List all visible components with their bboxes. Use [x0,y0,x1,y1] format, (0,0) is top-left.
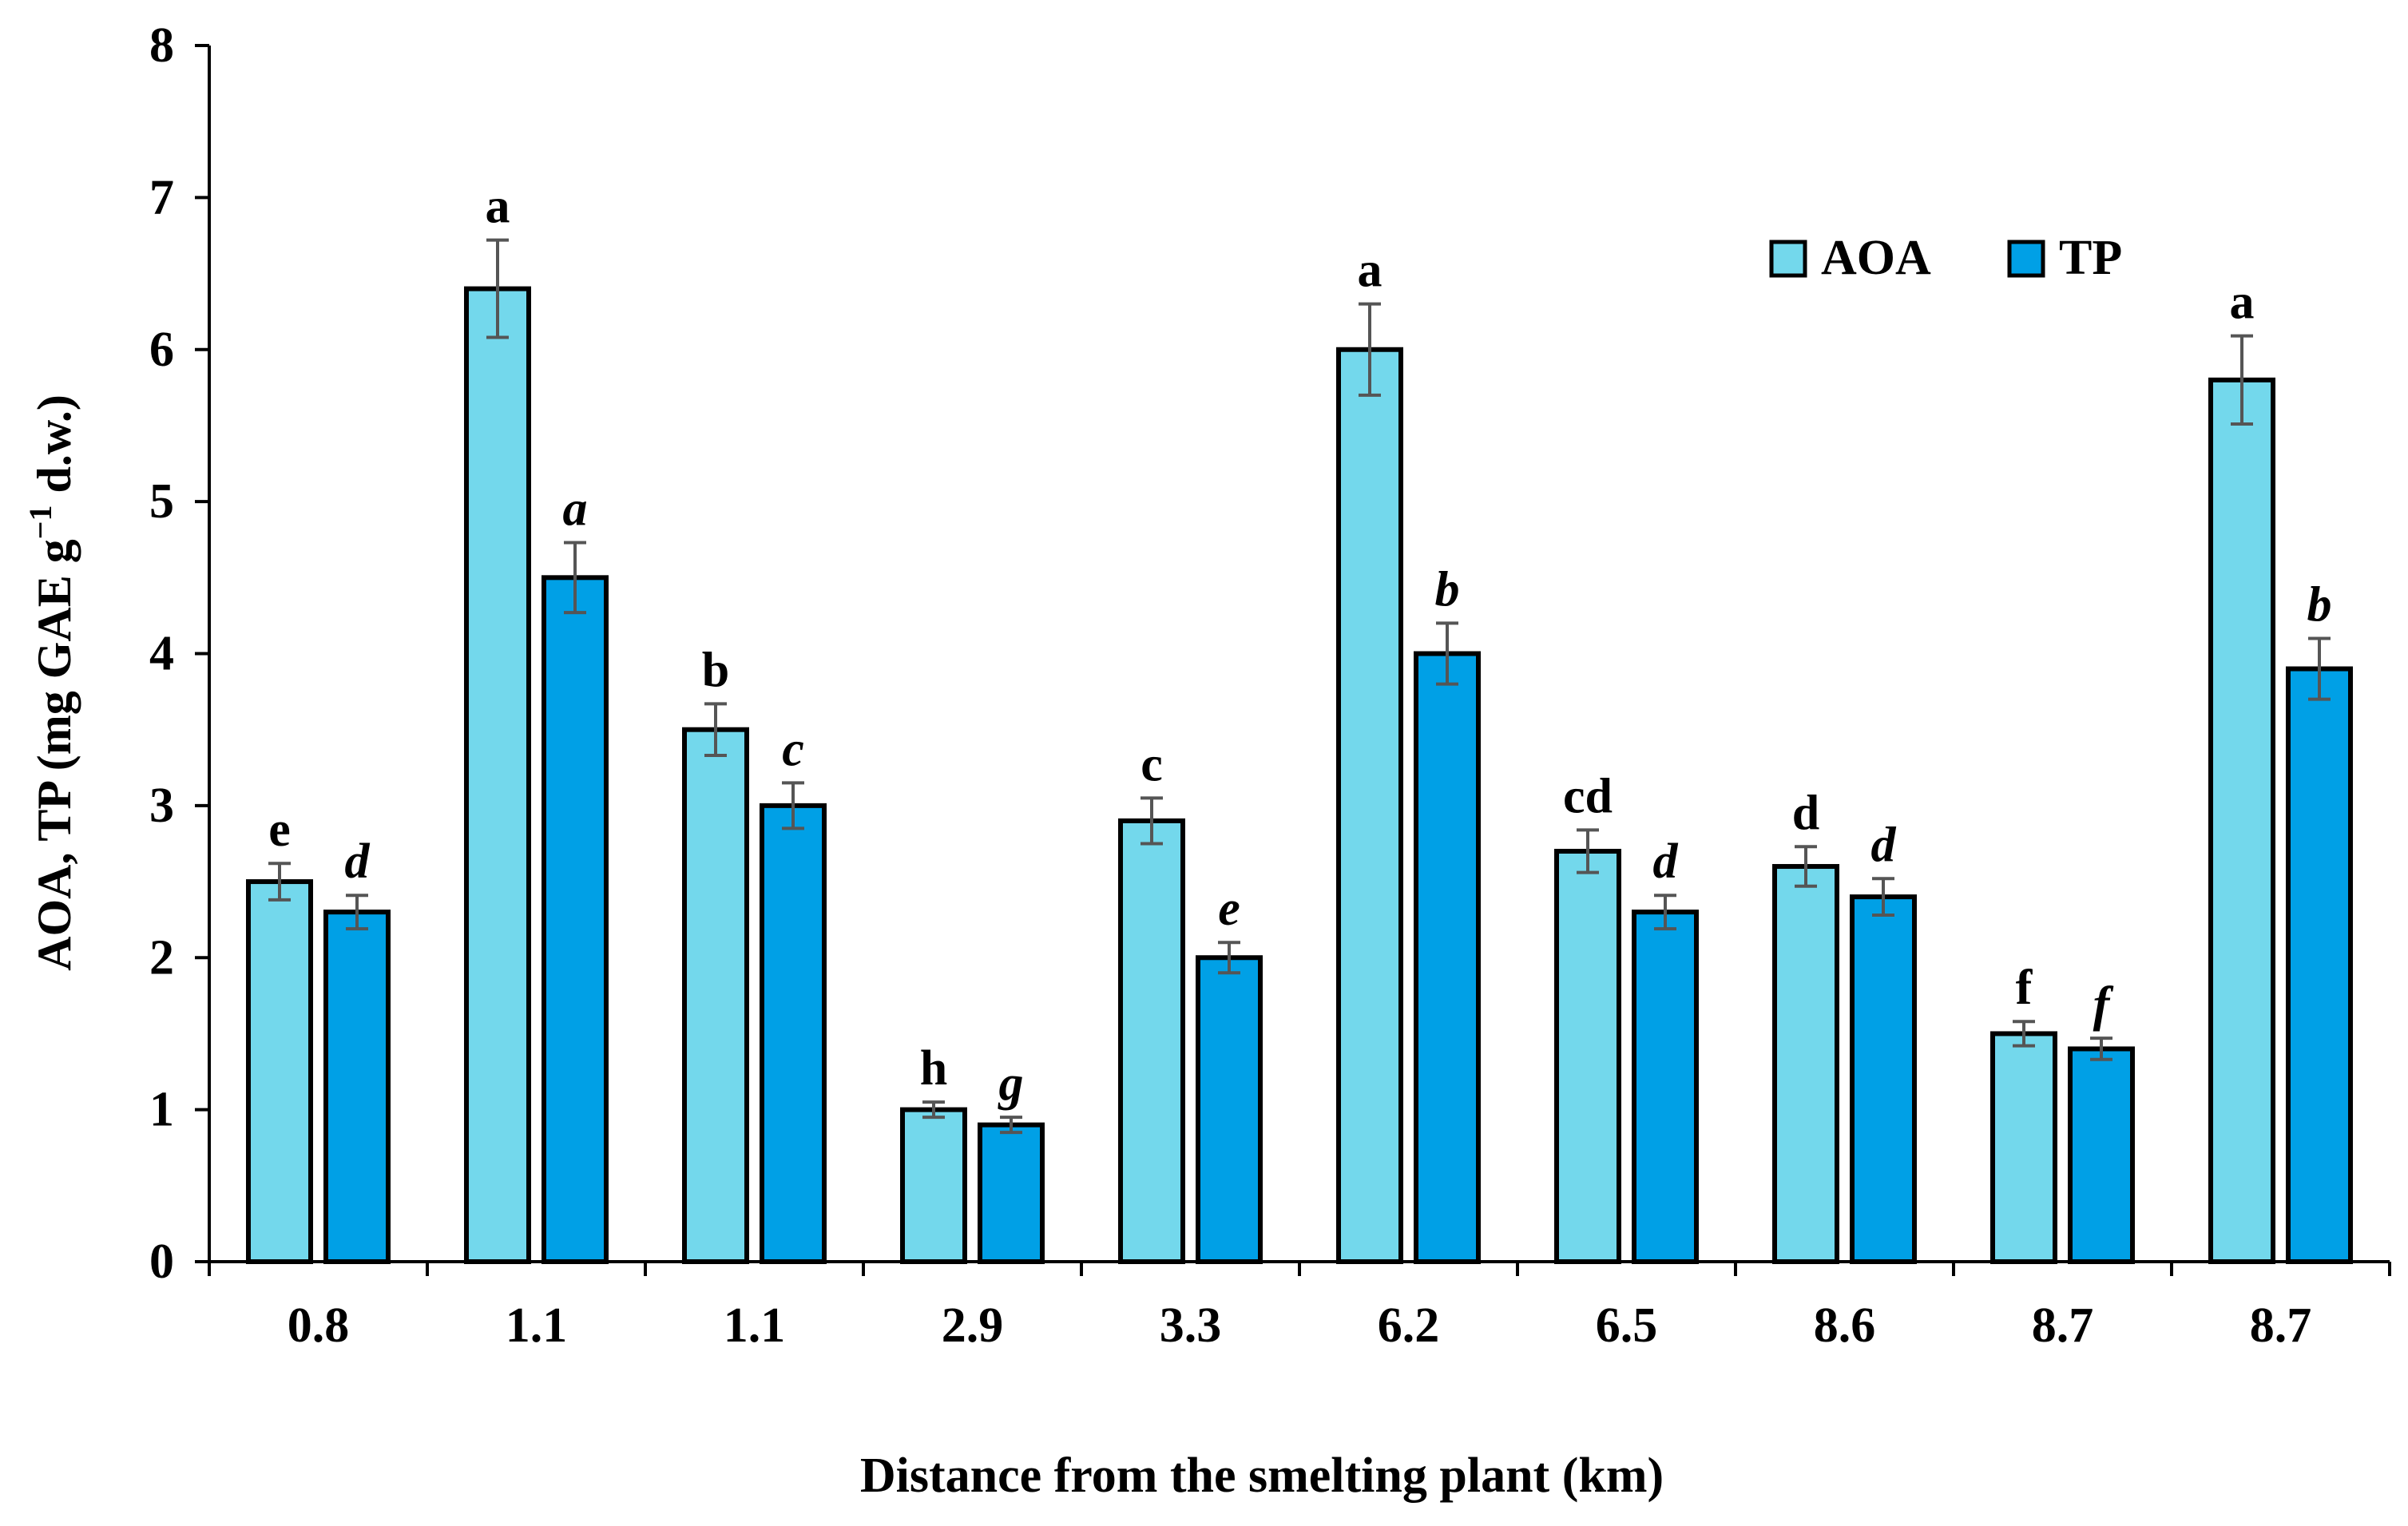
significance-label-tp: d [1871,818,1897,872]
y-tick-label: 1 [149,1083,174,1137]
bar-tp [978,1122,1045,1264]
y-tick-label: 5 [149,474,174,529]
significance-label-tp: g [998,1056,1024,1111]
bar-tp [1196,955,1263,1264]
y-tick-label: 3 [149,779,174,833]
bar-aoa [246,879,313,1264]
bar-aoa [682,727,749,1264]
bar-tp [2068,1046,2135,1264]
y-axis-title-tail: d.w.) [28,394,81,505]
y-axis-title-superscript: −1 [22,505,58,539]
significance-label-aoa: a [2230,275,2255,330]
significance-label-tp: b [2307,577,2332,632]
significance-label-aoa: f [2016,961,2033,1015]
y-tick-label: 2 [149,930,174,985]
significance-label-tp: c [782,722,804,776]
x-tick-label: 8.7 [2032,1298,2094,1353]
bar-tp [760,803,827,1264]
significance-label-aoa: c [1141,737,1163,791]
significance-label-tp: d [345,834,371,889]
bar-tp [542,575,609,1264]
bar-tp [2286,666,2353,1264]
bar-aoa [1990,1031,2057,1264]
significance-label-tp: d [1653,834,1679,889]
significance-label-aoa: cd [1563,769,1613,823]
y-tick-label: 8 [149,18,174,73]
x-tick-label: 8.7 [2250,1298,2312,1353]
bar-aoa [1336,347,1403,1264]
significance-label-aoa: a [486,180,510,234]
x-tick-label: 8.6 [1814,1298,1876,1353]
significance-label-tp: e [1218,882,1240,936]
bar-aoa [2208,377,2275,1265]
x-tick-label: 2.9 [942,1298,1004,1353]
x-axis-title: Distance from the smelting plant (km) [860,1449,1664,1503]
legend-label-tp: TP [2059,231,2122,285]
bar-aoa [1772,864,1839,1265]
significance-label-aoa: d [1792,786,1819,840]
bar-aoa [900,1107,967,1264]
x-tick-label: 0.8 [288,1298,350,1353]
x-tick-label: 6.2 [1378,1298,1440,1353]
y-tick-label: 4 [149,627,174,681]
legend-swatch-aoa [1769,240,1807,278]
significance-label-aoa: b [702,643,729,697]
bar-tp [1850,894,1917,1264]
significance-label-tp: f [2093,977,2114,1032]
y-axis-title: AOA, TP (mg GAE g−1 d.w.) [22,394,81,971]
bar-aoa [464,286,531,1265]
x-tick-label: 3.3 [1160,1298,1222,1353]
y-axis-title-main: AOA, TP (mg GAE g [28,539,81,971]
legend-label-aoa: AOA [1821,231,1931,285]
significance-label-tp: a [563,482,588,537]
legend-swatch-tp [2007,240,2045,278]
bar-aoa [1118,818,1185,1264]
x-tick-label: 6.5 [1596,1298,1658,1353]
significance-label-aoa: e [268,803,291,857]
x-tick-label: 1.1 [724,1298,786,1353]
legend: AOA TP [1769,231,2122,285]
significance-label-aoa: a [1358,244,1383,298]
y-tick-label: 6 [149,323,174,377]
x-tick-label: 1.1 [506,1298,568,1353]
bar-tp [1414,651,1481,1264]
significance-label-aoa: h [920,1041,947,1096]
y-tick-label: 7 [149,170,174,224]
bar-tp [323,910,391,1264]
bar-aoa [1554,848,1621,1265]
significance-label-tp: b [1435,562,1460,616]
y-tick-label: 0 [149,1235,174,1289]
bar-tp [1632,910,1699,1264]
